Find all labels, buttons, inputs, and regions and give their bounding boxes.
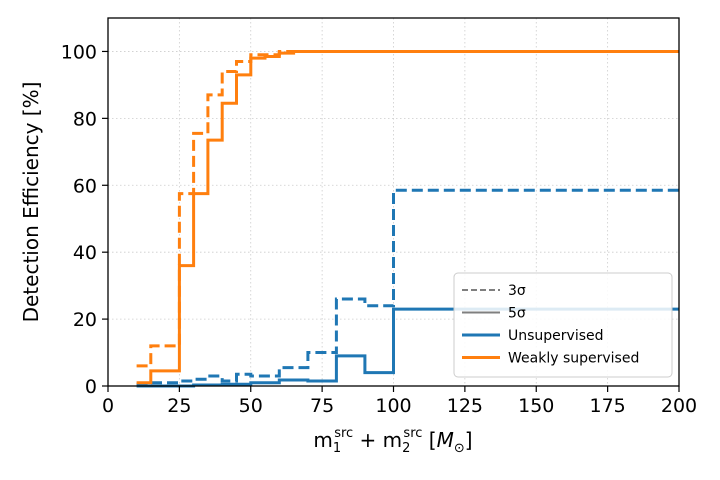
x-tick-label: 100 xyxy=(375,395,411,417)
y-tick-label: 40 xyxy=(73,242,97,264)
y-axis-label: Detection Efficiency [%] xyxy=(19,82,43,323)
legend: 3σ 5σ Unsupervised Weakly supervised xyxy=(453,272,673,378)
legend-label: Unsupervised xyxy=(508,328,604,344)
series-weakly-supervised-5sigma xyxy=(136,50,679,385)
x-tick-label: 125 xyxy=(447,395,483,417)
x-tick-label: 50 xyxy=(239,395,263,417)
x-axis-label: m1src + m2src [M⊙] xyxy=(313,426,472,456)
y-tick-label: 100 xyxy=(61,41,97,63)
y-tick-label: 0 xyxy=(85,376,97,398)
legend-box xyxy=(453,272,673,378)
legend-label: Weakly supervised xyxy=(508,351,639,367)
x-tick-label: 0 xyxy=(102,395,114,417)
legend-label: 3σ xyxy=(508,283,526,299)
legend-label: 5σ xyxy=(508,306,526,322)
y-tick-label: 20 xyxy=(73,309,97,331)
x-tick-label: 25 xyxy=(167,395,191,417)
x-tick-label: 200 xyxy=(661,395,697,417)
y-tick-label: 60 xyxy=(73,175,97,197)
x-tick-label: 175 xyxy=(589,395,625,417)
y-tick-label: 80 xyxy=(73,108,97,130)
x-tick-label: 75 xyxy=(310,395,334,417)
series-unsupervised-3sigma xyxy=(136,188,679,386)
axis-ticks: 0 25 50 75 100 125 150 175 200 0 20 40 60 80 100 xyxy=(61,41,697,417)
x-tick-label: 150 xyxy=(518,395,554,417)
